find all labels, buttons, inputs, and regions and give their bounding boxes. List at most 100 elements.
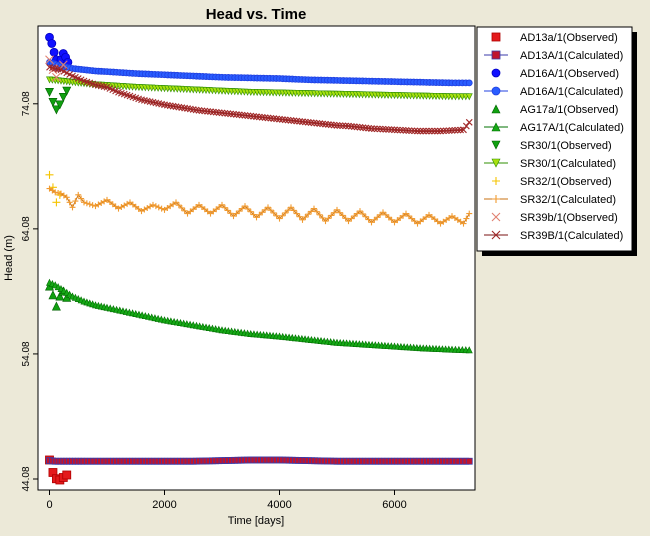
- legend-swatch-marker: [492, 177, 500, 185]
- legend-entry-ad13a-1-calculated: AD13A/1(Calculated): [484, 50, 623, 62]
- data-point: [270, 115, 278, 122]
- data-point: [451, 126, 459, 134]
- data-point: [299, 216, 306, 223]
- data-point: [336, 209, 343, 216]
- data-point: [365, 124, 373, 132]
- data-point: [342, 215, 349, 222]
- data-point: [465, 118, 473, 126]
- legend-label: SR32/1(Calculated): [520, 194, 616, 206]
- legend-entry-ag17a-1-calculated: AG17A/1(Calculated): [484, 122, 624, 134]
- data-point: [385, 126, 393, 133]
- data-point: [218, 109, 226, 117]
- data-point: [62, 86, 72, 96]
- legend-label: AD16A/1(Calculated): [520, 86, 623, 98]
- data-point: [370, 125, 378, 133]
- legend-label: SR39B/1(Calculated): [520, 230, 623, 242]
- legend-entry-sr39b-1-observed: SR39b/1(Observed): [491, 212, 618, 224]
- data-point: [437, 127, 444, 135]
- data-point: [293, 117, 301, 125]
- legend-label: SR30/1(Observed): [520, 140, 612, 152]
- data-point: [322, 120, 329, 128]
- data-point: [419, 127, 427, 135]
- x-tick-label: 0: [46, 499, 52, 511]
- series-layer: [45, 32, 473, 485]
- legend-label: AG17A/1(Calculated): [520, 122, 624, 134]
- data-point: [319, 120, 327, 128]
- data-point: [345, 122, 352, 130]
- legend-entry-ad16a-1-observed: AD16A/1(Observed): [491, 68, 619, 80]
- data-point: [173, 199, 179, 206]
- data-point: [212, 108, 220, 116]
- data-point: [221, 109, 229, 117]
- data-point: [45, 87, 54, 97]
- data-point: [253, 113, 260, 121]
- data-point: [362, 124, 370, 132]
- data-point: [258, 113, 266, 121]
- data-point: [89, 202, 96, 209]
- data-point: [267, 114, 275, 122]
- legend-swatch-marker: [491, 140, 501, 150]
- data-point: [460, 220, 467, 227]
- data-point: [55, 291, 65, 301]
- legend-entry-sr39b-1-calculated: SR39B/1(Calculated): [484, 230, 623, 242]
- data-point: [155, 204, 162, 211]
- data-point: [224, 110, 232, 117]
- data-point: [296, 117, 304, 125]
- data-point: [466, 210, 473, 217]
- legend-box: [476, 26, 633, 252]
- data-point: [373, 125, 381, 133]
- series-sr30-1-observed: [45, 86, 72, 115]
- data-point: [465, 79, 473, 87]
- data-point: [276, 215, 283, 222]
- data-point: [273, 212, 280, 219]
- data-point: [442, 127, 450, 135]
- y-axis-label: Head (m): [3, 235, 15, 281]
- data-point: [319, 214, 326, 221]
- data-point: [230, 110, 237, 118]
- legend-entry-ad13a-1-observed: AD13a/1(Observed): [491, 32, 618, 44]
- data-point: [247, 112, 255, 120]
- data-point: [244, 112, 252, 120]
- data-point: [333, 122, 341, 129]
- legend-entry-sr30-1-calculated: SR30/1(Calculated): [484, 158, 616, 170]
- plot-background: [38, 26, 475, 490]
- data-point: [382, 125, 390, 133]
- data-point: [48, 97, 58, 107]
- data-point: [48, 290, 58, 300]
- data-point: [379, 125, 387, 133]
- legend-entry-ag17a-1-observed: AG17a/1(Observed): [491, 104, 618, 116]
- data-point: [356, 123, 364, 131]
- data-point: [198, 107, 206, 115]
- data-point: [339, 212, 346, 219]
- data-point: [247, 208, 254, 215]
- data-point: [282, 209, 289, 216]
- data-point: [285, 207, 292, 214]
- legend-label: AG17a/1(Observed): [520, 104, 618, 116]
- data-point: [288, 204, 294, 211]
- y-tick-label: 44.08: [21, 466, 32, 491]
- data-point: [219, 201, 225, 208]
- data-point: [391, 126, 398, 134]
- data-point: [63, 194, 70, 201]
- legend-entry-sr32-1-observed: SR32/1(Observed): [492, 176, 612, 188]
- data-point: [336, 122, 344, 129]
- data-point: [465, 93, 473, 101]
- legend-label: AD16A/1(Observed): [520, 68, 619, 80]
- data-point: [55, 100, 65, 110]
- legend-label: SR39b/1(Observed): [520, 212, 618, 224]
- axis-layer: 0 2000 4000 6000 44.08 54.08 64.08 74.08: [21, 91, 407, 511]
- data-point: [431, 127, 439, 135]
- data-point: [150, 201, 156, 208]
- data-point: [399, 126, 407, 134]
- data-point: [396, 126, 404, 134]
- data-point: [290, 117, 298, 125]
- series-sr32-1-calculated: [46, 185, 473, 227]
- data-point: [376, 125, 384, 133]
- data-point: [195, 107, 203, 114]
- data-point: [454, 126, 462, 134]
- legend-entry-sr30-1-observed: SR30/1(Observed): [491, 140, 612, 152]
- data-point: [242, 203, 248, 210]
- data-point: [290, 207, 297, 214]
- data-point: [339, 122, 347, 130]
- data-point: [224, 207, 231, 214]
